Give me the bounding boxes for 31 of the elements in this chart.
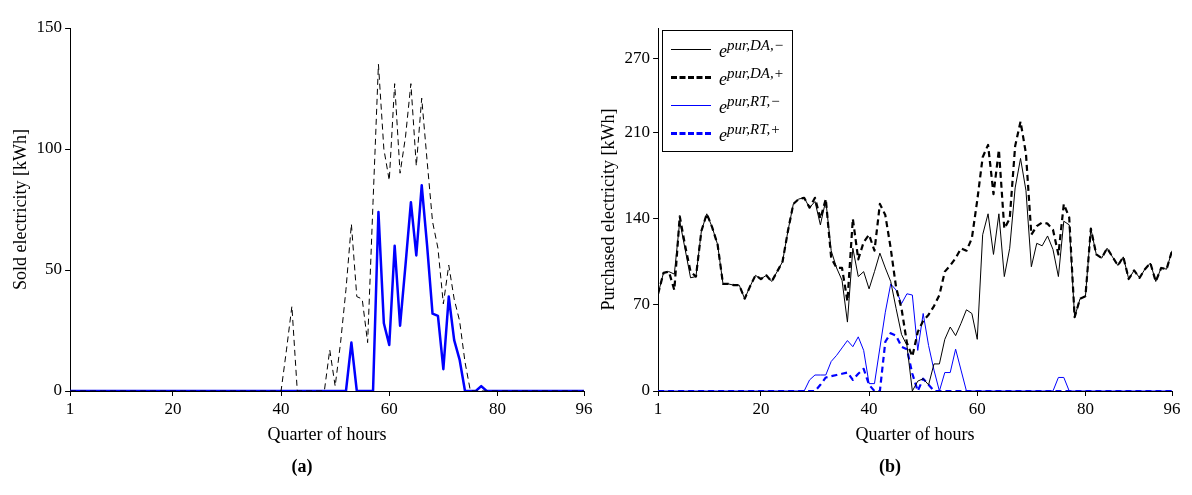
y-tick-label: 0	[641, 380, 651, 400]
y-tick-label: 0	[53, 380, 63, 400]
x-tick-label: 60	[968, 398, 986, 418]
y-tick-label: 270	[624, 48, 651, 68]
x-tick-label: 1	[65, 398, 75, 418]
y-tick-label: 150	[36, 17, 63, 37]
x-axis-title: Quarter of hours	[267, 423, 387, 444]
x-tick-label: 80	[1076, 398, 1094, 418]
x-axis-title: Quarter of hours	[855, 423, 975, 444]
y-tick-label: 70	[633, 294, 651, 314]
y-tick-label: 210	[624, 122, 651, 142]
y-axis-title: Sold electricity [kWh]	[9, 129, 30, 290]
x-tick-label: 96	[575, 398, 593, 418]
legend-label: e$^{pur,RT,+}$	[719, 120, 781, 146]
legend-label: e$^{pur,DA,+}$	[719, 64, 784, 90]
x-tick-label: 80	[488, 398, 506, 418]
x-tick-label: 20	[164, 398, 182, 418]
y-axis-title: Purchased electricity [kWh]	[597, 108, 618, 311]
x-tick-label: 60	[380, 398, 398, 418]
x-tick-label: 40	[272, 398, 290, 418]
x-tick-label: 20	[752, 398, 770, 418]
text: (b)	[878, 456, 902, 477]
text: (a)	[290, 456, 314, 477]
x-tick-label: 1	[653, 398, 663, 418]
y-tick-label: 140	[624, 208, 651, 228]
y-tick-label: 100	[36, 138, 63, 158]
x-tick-label: 40	[860, 398, 878, 418]
legend-label: e$^{pur,DA,−}$	[719, 36, 784, 62]
legend-label: e$^{pur,RT,−}$	[719, 92, 781, 118]
x-tick-label: 96	[1163, 398, 1181, 418]
y-tick-label: 50	[45, 259, 63, 279]
